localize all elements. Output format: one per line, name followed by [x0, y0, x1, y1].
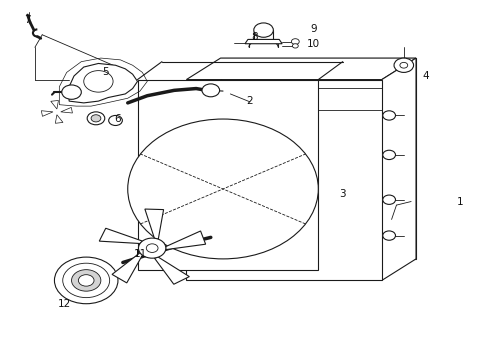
Text: 10: 10 — [307, 39, 320, 49]
Text: 9: 9 — [310, 24, 317, 35]
Circle shape — [293, 44, 298, 48]
Text: 8: 8 — [251, 32, 258, 41]
Polygon shape — [69, 63, 138, 103]
Polygon shape — [382, 58, 416, 280]
Polygon shape — [166, 231, 206, 249]
Bar — [254, 30, 273, 40]
Circle shape — [292, 39, 299, 44]
Circle shape — [84, 71, 113, 92]
Text: 1: 1 — [457, 197, 464, 207]
Polygon shape — [186, 58, 416, 80]
Text: 7: 7 — [24, 15, 31, 26]
Circle shape — [383, 195, 395, 204]
Circle shape — [383, 231, 395, 240]
Text: 6: 6 — [115, 114, 121, 124]
Polygon shape — [145, 209, 164, 239]
Text: 2: 2 — [246, 96, 253, 106]
Circle shape — [91, 115, 101, 122]
Circle shape — [72, 270, 101, 291]
Text: 11: 11 — [133, 248, 147, 258]
Circle shape — [383, 150, 395, 159]
Polygon shape — [245, 40, 282, 44]
Polygon shape — [220, 58, 416, 259]
Circle shape — [128, 119, 318, 259]
Polygon shape — [41, 111, 53, 116]
Polygon shape — [112, 253, 143, 283]
Circle shape — [54, 257, 118, 304]
Polygon shape — [99, 228, 143, 243]
Polygon shape — [186, 80, 382, 280]
Text: 4: 4 — [422, 71, 429, 81]
Circle shape — [254, 23, 273, 37]
Circle shape — [87, 112, 105, 125]
Circle shape — [394, 58, 414, 72]
Circle shape — [383, 111, 395, 120]
Circle shape — [109, 116, 122, 126]
Circle shape — [400, 62, 408, 68]
Circle shape — [139, 238, 166, 258]
Polygon shape — [154, 257, 189, 284]
Circle shape — [147, 244, 158, 252]
Text: 5: 5 — [102, 67, 109, 77]
Circle shape — [202, 84, 220, 97]
Polygon shape — [61, 107, 73, 113]
Polygon shape — [51, 100, 58, 109]
Text: 12: 12 — [58, 299, 71, 309]
Circle shape — [62, 85, 81, 99]
Polygon shape — [138, 80, 318, 270]
Circle shape — [78, 275, 94, 286]
Polygon shape — [55, 115, 63, 123]
Circle shape — [63, 263, 110, 298]
Text: 3: 3 — [340, 189, 346, 199]
